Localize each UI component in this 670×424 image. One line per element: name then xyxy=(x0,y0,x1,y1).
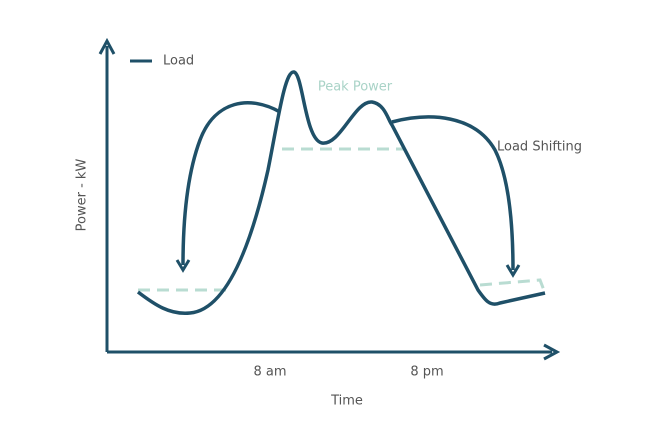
x-tick-label: 8 pm xyxy=(410,365,443,380)
shift-arrow xyxy=(181,101,281,266)
x-axis-label: Time xyxy=(330,394,363,409)
x-tick-label: 8 am xyxy=(253,365,286,380)
shift-arrow xyxy=(391,115,515,271)
y-axis-label: Power - kW xyxy=(75,159,90,232)
arrow-head xyxy=(175,259,191,273)
dashed-line xyxy=(479,278,547,294)
x-axis-arrow xyxy=(543,343,561,361)
shifted-load xyxy=(138,147,547,294)
arrow-head xyxy=(505,264,521,278)
legend-label: Load xyxy=(163,54,194,69)
peak-label: Peak Power xyxy=(318,80,393,95)
shift-label: Load Shifting xyxy=(497,140,582,155)
y-axis-arrow xyxy=(98,37,116,55)
load-curve xyxy=(136,70,546,315)
